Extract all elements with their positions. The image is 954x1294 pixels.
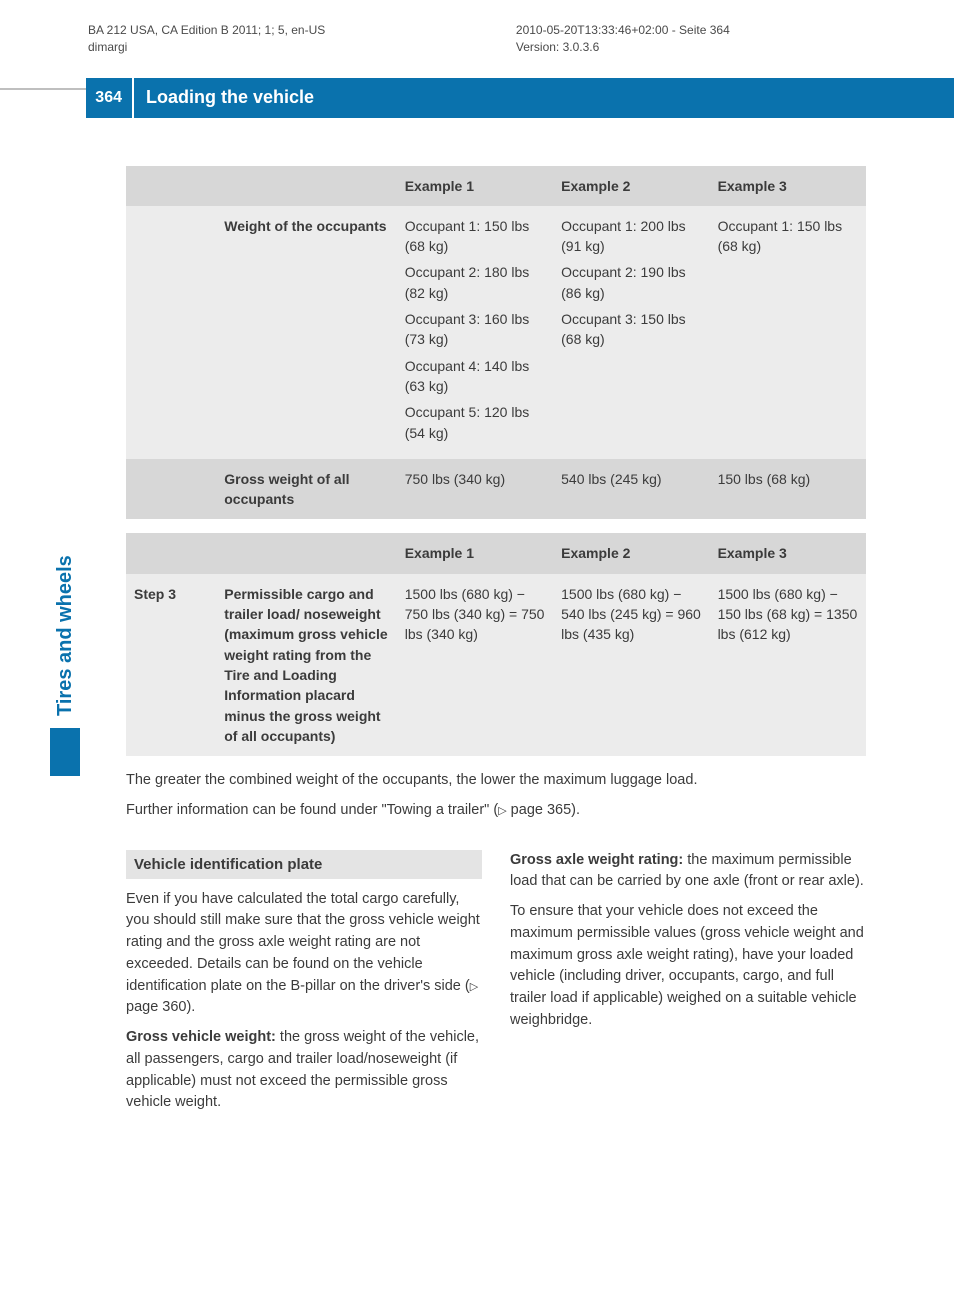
gross-vehicle-weight-label: Gross vehicle weight: bbox=[126, 1029, 276, 1045]
content-area: Tires and wheels Example 1 Example 2 Exa… bbox=[0, 118, 954, 1123]
triangle-icon: ▷ bbox=[470, 981, 478, 993]
left-p1-pre: Even if you have calculated the total ca… bbox=[126, 891, 480, 994]
cell-line: Occupant 1: 150 lbs (68 kg) bbox=[405, 216, 545, 257]
cell-line: Occupant 5: 120 lbs (54 kg) bbox=[405, 402, 545, 443]
col-step-header bbox=[126, 166, 216, 206]
meta-left: BA 212 USA, CA Edition B 2011; 1; 5, en-… bbox=[88, 22, 438, 56]
p2-pre: Further information can be found under "… bbox=[126, 802, 498, 818]
cell-line: Occupant 2: 180 lbs (82 kg) bbox=[405, 262, 545, 303]
cell-line: 1500 lbs (680 kg) − 150 lbs (68 kg) = 13… bbox=[718, 584, 858, 645]
table-cell: 1500 lbs (680 kg) − 150 lbs (68 kg) = 13… bbox=[710, 574, 866, 756]
section-heading: Vehicle identification plate bbox=[126, 850, 482, 879]
label-cell: Permissible cargo and trailer load/ nose… bbox=[216, 574, 396, 756]
table-cell: 750 lbs (340 kg) bbox=[397, 459, 553, 520]
meta-right-line2: Version: 3.0.3.6 bbox=[516, 39, 866, 56]
meta-right-line1: 2010-05-20T13:33:46+02:00 - Seite 364 bbox=[516, 22, 866, 39]
summary-paragraph-2: Further information can be found under "… bbox=[126, 800, 866, 822]
cell-line: 1500 lbs (680 kg) − 540 lbs (245 kg) = 9… bbox=[561, 584, 701, 645]
banner-rule bbox=[0, 88, 86, 90]
table-cell: Occupant 1: 150 lbs (68 kg) Occupant 2: 1… bbox=[397, 206, 553, 459]
triangle-icon: ▷ bbox=[498, 805, 506, 817]
occupants-table: Example 1 Example 2 Example 3 Weight of … bbox=[126, 166, 866, 520]
cell-line: Occupant 1: 200 lbs (91 kg) bbox=[561, 216, 701, 257]
table-header-row: Example 1 Example 2 Example 3 bbox=[126, 166, 866, 206]
meta-right: 2010-05-20T13:33:46+02:00 - Seite 364 Ve… bbox=[516, 22, 866, 56]
cell-line: Occupant 3: 150 lbs (68 kg) bbox=[561, 309, 701, 350]
table-cell: 1500 lbs (680 kg) − 750 lbs (340 kg) = 7… bbox=[397, 574, 553, 756]
summary-paragraph-1: The greater the combined weight of the o… bbox=[126, 770, 866, 792]
col-ex3-header: Example 3 bbox=[710, 166, 866, 206]
cell-line: 1500 lbs (680 kg) − 750 lbs (340 kg) = 7… bbox=[405, 584, 545, 645]
side-tab: Tires and wheels bbox=[52, 516, 80, 776]
cargo-table: Example 1 Example 2 Example 3 Step 3Perm… bbox=[126, 533, 866, 756]
table-cell: 540 lbs (245 kg) bbox=[553, 459, 709, 520]
col-ex3-header: Example 3 bbox=[710, 533, 866, 573]
col-step-header bbox=[126, 533, 216, 573]
table-cell: Occupant 1: 150 lbs (68 kg) bbox=[710, 206, 866, 459]
left-paragraph-1: Even if you have calculated the total ca… bbox=[126, 889, 482, 1020]
col-ex1-header: Example 1 bbox=[397, 166, 553, 206]
cell-line: 750 lbs (340 kg) bbox=[405, 469, 545, 489]
table-row: Weight of the occupantsOccupant 1: 150 l… bbox=[126, 206, 866, 459]
table-row: Gross weight of all occupants 750 lbs (34… bbox=[126, 459, 866, 520]
page-banner: 364 Loading the vehicle bbox=[0, 78, 954, 118]
cell-line: 150 lbs (68 kg) bbox=[718, 469, 858, 489]
table-cell: 1500 lbs (680 kg) − 540 lbs (245 kg) = 9… bbox=[553, 574, 709, 756]
right-paragraph-2: To ensure that your vehicle does not exc… bbox=[510, 901, 866, 1032]
page-number: 364 bbox=[86, 78, 132, 118]
label-cell: Weight of the occupants bbox=[216, 206, 396, 459]
table-cell: Occupant 1: 200 lbs (91 kg) Occupant 2: 1… bbox=[553, 206, 709, 459]
label-cell: Gross weight of all occupants bbox=[216, 459, 396, 520]
table-row: Step 3Permissible cargo and trailer load… bbox=[126, 574, 866, 756]
step-cell bbox=[126, 459, 216, 520]
meta-left-line2: dimargi bbox=[88, 39, 438, 56]
step-cell bbox=[126, 206, 216, 459]
gross-axle-weight-label: Gross axle weight rating: bbox=[510, 852, 683, 868]
p2-ref: page 365). bbox=[507, 802, 580, 818]
col-ex2-header: Example 2 bbox=[553, 166, 709, 206]
cell-line: 540 lbs (245 kg) bbox=[561, 469, 701, 489]
col-label-header bbox=[216, 166, 396, 206]
left-p1-ref: page 360). bbox=[126, 999, 195, 1015]
page-title: Loading the vehicle bbox=[132, 78, 954, 118]
left-column: Vehicle identification plate Even if you… bbox=[126, 850, 482, 1123]
step-cell: Step 3 bbox=[126, 574, 216, 756]
cell-line: Occupant 4: 140 lbs (63 kg) bbox=[405, 356, 545, 397]
table-cell: 150 lbs (68 kg) bbox=[710, 459, 866, 520]
side-tab-label: Tires and wheels bbox=[54, 555, 77, 716]
two-column-section: Vehicle identification plate Even if you… bbox=[126, 850, 866, 1123]
meta-header: BA 212 USA, CA Edition B 2011; 1; 5, en-… bbox=[0, 0, 954, 56]
cell-line: Occupant 1: 150 lbs (68 kg) bbox=[718, 216, 858, 257]
table-header-row: Example 1 Example 2 Example 3 bbox=[126, 533, 866, 573]
left-paragraph-2: Gross vehicle weight: the gross weight o… bbox=[126, 1027, 482, 1114]
meta-left-line1: BA 212 USA, CA Edition B 2011; 1; 5, en-… bbox=[88, 22, 438, 39]
right-column: Gross axle weight rating: the maximum pe… bbox=[510, 850, 866, 1123]
cell-line: Occupant 2: 190 lbs (86 kg) bbox=[561, 262, 701, 303]
cell-line: Occupant 3: 160 lbs (73 kg) bbox=[405, 309, 545, 350]
col-label-header bbox=[216, 533, 396, 573]
side-tab-block bbox=[50, 728, 80, 776]
col-ex2-header: Example 2 bbox=[553, 533, 709, 573]
col-ex1-header: Example 1 bbox=[397, 533, 553, 573]
right-paragraph-1: Gross axle weight rating: the maximum pe… bbox=[510, 850, 866, 894]
